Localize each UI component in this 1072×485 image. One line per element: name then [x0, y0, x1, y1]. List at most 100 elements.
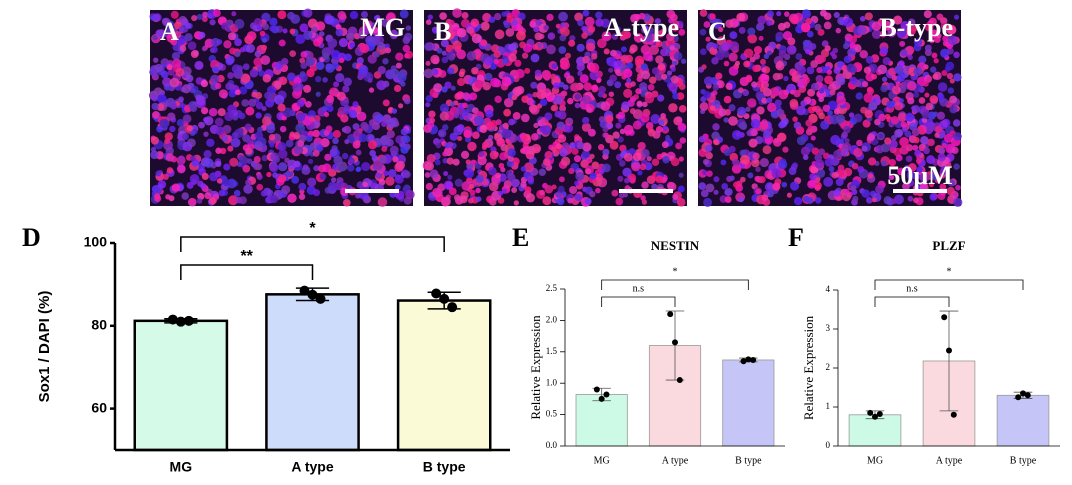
nucleus	[499, 152, 508, 161]
nucleus	[387, 169, 397, 178]
nucleus	[471, 33, 482, 44]
nucleus	[515, 85, 525, 95]
nucleus	[568, 39, 576, 47]
nucleus	[287, 159, 297, 170]
data-point	[740, 358, 747, 365]
nucleus	[764, 182, 775, 192]
nucleus	[308, 116, 315, 122]
nucleus	[322, 52, 330, 61]
nucleus	[502, 58, 509, 65]
nucleus	[923, 10, 932, 19]
scale-bar	[345, 189, 399, 193]
nucleus	[656, 153, 663, 160]
nucleus	[514, 59, 522, 67]
nucleus	[584, 16, 595, 27]
nucleus	[381, 121, 387, 128]
nucleus	[655, 175, 664, 184]
nucleus	[912, 144, 919, 151]
nucleus	[534, 69, 542, 77]
nucleus	[352, 101, 359, 108]
nucleus	[884, 113, 891, 120]
nucleus	[814, 184, 821, 191]
nucleus	[155, 29, 164, 38]
bar	[265, 293, 360, 452]
nucleus	[670, 75, 679, 84]
nucleus	[698, 135, 706, 143]
nucleus	[442, 151, 448, 157]
nucleus	[824, 45, 831, 52]
nucleus	[533, 122, 539, 129]
nucleus	[941, 70, 948, 77]
nucleus	[899, 40, 906, 47]
nucleus	[900, 121, 907, 128]
nucleus	[703, 76, 714, 86]
nucleus	[307, 18, 318, 29]
chart-title: NESTIN	[651, 238, 700, 253]
nucleus	[745, 106, 751, 112]
nucleus	[481, 141, 489, 149]
nucleus	[261, 116, 272, 126]
nucleus	[866, 86, 873, 93]
nucleus	[424, 161, 434, 171]
nucleus	[626, 77, 632, 83]
nucleus	[675, 142, 683, 150]
nucleus	[461, 11, 469, 19]
nucleus	[261, 44, 268, 51]
nucleus	[913, 91, 920, 98]
nucleus	[494, 29, 505, 40]
nucleus	[911, 128, 920, 137]
nucleus	[457, 135, 463, 142]
nucleus	[673, 116, 683, 126]
nucleus	[348, 109, 358, 119]
nucleus	[723, 117, 729, 123]
nucleus	[712, 18, 723, 29]
nucleus	[836, 95, 846, 106]
nucleus	[896, 73, 906, 82]
nucleus	[538, 168, 547, 176]
nucleus	[242, 63, 250, 71]
nucleus	[290, 14, 301, 24]
nucleus	[582, 9, 590, 17]
nucleus	[200, 183, 207, 190]
nucleus	[266, 124, 276, 134]
nucleus	[269, 142, 275, 148]
nucleus	[668, 103, 678, 113]
nucleus	[457, 77, 466, 87]
nucleus	[583, 82, 593, 91]
nucleus	[940, 48, 950, 58]
nucleus	[405, 25, 412, 31]
nucleus	[850, 66, 858, 74]
y-tick-label: 2.5	[546, 283, 558, 293]
nucleus	[628, 148, 636, 155]
nucleus	[763, 53, 770, 59]
nucleus	[705, 36, 711, 42]
nucleus	[747, 35, 753, 41]
nucleus	[218, 89, 228, 99]
nucleus	[933, 111, 939, 117]
nucleus	[442, 124, 449, 131]
nucleus	[293, 77, 302, 85]
data-point	[175, 316, 186, 327]
nucleus	[612, 131, 620, 139]
nucleus	[325, 63, 335, 73]
nucleus	[324, 187, 332, 194]
nucleus	[651, 183, 658, 190]
nucleus	[400, 81, 406, 87]
nucleus	[373, 50, 381, 58]
nucleus	[703, 91, 711, 99]
nucleus	[229, 157, 239, 167]
nucleus	[367, 77, 373, 83]
nucleus	[759, 157, 769, 168]
nucleus	[322, 105, 328, 112]
nucleus	[189, 104, 198, 113]
nucleus	[738, 196, 744, 203]
nucleus	[201, 16, 208, 23]
data-point	[598, 395, 605, 402]
nucleus	[626, 62, 634, 69]
nucleus	[560, 91, 566, 97]
nucleus	[313, 165, 320, 172]
nucleus	[678, 28, 686, 36]
nucleus	[796, 136, 806, 146]
nucleus	[781, 181, 788, 188]
nucleus	[920, 136, 929, 145]
